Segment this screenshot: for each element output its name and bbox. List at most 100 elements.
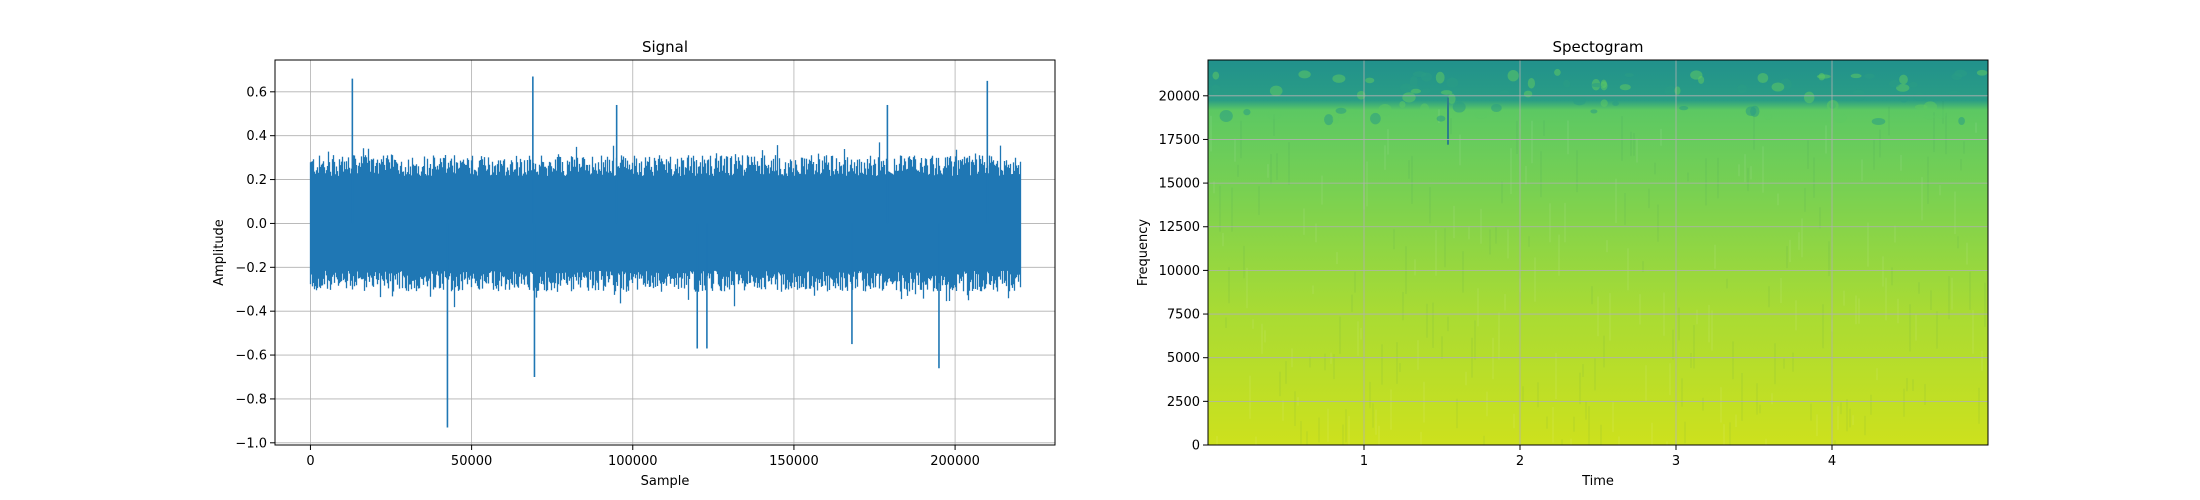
spectrogram-speckle [1888, 80, 1901, 88]
spectrogram-y-tick-label: 12500 [1159, 220, 1200, 235]
spectrogram-speckle [1936, 109, 1947, 119]
signal-x-tick-label: 50000 [451, 454, 492, 469]
spectrogram-x-tick-label: 1 [1360, 454, 1368, 469]
spectrogram-y-tick-label: 2500 [1167, 395, 1200, 410]
spectrogram-speckle [1976, 69, 1988, 76]
spectrogram-speckle [1474, 110, 1488, 119]
spectrogram-speckle [1590, 109, 1598, 114]
spectrogram-speckle [1212, 71, 1220, 80]
spectrogram-x-tick-label: 2 [1516, 454, 1524, 469]
spectrogram-image [1208, 60, 1988, 445]
spectrogram-speckle [1600, 79, 1607, 89]
signal-x-tick-label: 0 [306, 454, 314, 469]
spectrogram-y-tick-label: 5000 [1167, 351, 1200, 366]
spectrogram-speckle [1573, 97, 1586, 106]
spectrogram-speckle [1833, 113, 1847, 123]
spectrogram-speckle [1803, 91, 1815, 104]
spectrogram-speckle [1923, 101, 1938, 113]
spectrogram-y-tick-label: 10000 [1159, 264, 1200, 279]
spectrogram-y-tick-label: 7500 [1167, 308, 1200, 323]
spectrogram-speckle [1896, 84, 1910, 92]
signal-plot [309, 76, 1022, 428]
spectrogram-speckle [1913, 92, 1927, 101]
spectrogram-speckle [1899, 74, 1908, 85]
spectrogram-speckle [1421, 88, 1432, 94]
spectrogram-speckle [1346, 108, 1357, 114]
spectrogram-speckle [1409, 75, 1418, 88]
spectrogram-speckle [1324, 114, 1334, 126]
signal-y-ticks: −1.0 −0.8 −0.6 −0.4 −0.2 0.0 0.2 0.4 0.6 [235, 85, 275, 451]
spectrogram-speckle [1499, 89, 1510, 97]
spectrogram-speckle [1365, 77, 1375, 84]
spectrogram-speckle [1674, 86, 1681, 95]
spectrogram-speckle [1612, 101, 1619, 106]
spectrogram-speckle [1332, 114, 1339, 124]
spectrogram-x-ticks: 1 2 3 4 [1360, 445, 1836, 469]
spectrogram-speckle [1267, 109, 1282, 120]
spectrogram-speckle [1816, 74, 1831, 79]
spectrogram-light-streaks [1208, 109, 1983, 445]
signal-y-tick-label: 0.4 [246, 129, 267, 144]
spectrogram-speckle [1335, 107, 1347, 114]
signal-x-tick-label: 150000 [769, 454, 819, 469]
signal-x-ticks: 0 50000 100000 150000 200000 [306, 445, 980, 469]
signal-x-tick-label: 200000 [930, 454, 980, 469]
signal-y-tick-label: −0.2 [235, 261, 267, 276]
spectrogram-speckle [1447, 93, 1456, 104]
spectrogram-speckle [1664, 86, 1678, 97]
spectrogram-speckle [1446, 77, 1459, 88]
spectrogram-speckle [1899, 95, 1908, 103]
spectrogram-speckle [1908, 81, 1918, 88]
spectrogram-speckle [1269, 85, 1283, 97]
spectrogram-speckle [1400, 83, 1413, 93]
spectrogram-speckle [1243, 108, 1251, 116]
signal-y-tick-label: 0.6 [246, 85, 267, 100]
signal-title: Signal [642, 38, 688, 56]
signal-y-label: Amplitude [212, 219, 227, 286]
signal-x-label: Sample [641, 474, 690, 489]
spectrogram-speckle [1402, 92, 1416, 103]
spectrogram-speckle [1219, 110, 1233, 122]
spectrogram-speckle [1958, 116, 1965, 126]
signal-x-tick-label: 100000 [608, 454, 658, 469]
spectrogram-speckle [1554, 68, 1561, 76]
spectrogram-speckle [1378, 103, 1392, 116]
spectrogram-speckle [1332, 74, 1346, 83]
spectrogram-speckle [1211, 84, 1221, 94]
spectrogram-speckle [1600, 99, 1608, 108]
spectrogram-y-tick-label: 20000 [1159, 89, 1200, 104]
spectrogram-speckle [1399, 101, 1406, 109]
spectrogram-y-label: Frequency [1136, 219, 1151, 286]
spectrogram-speckle [1864, 73, 1875, 79]
spectrogram-speckle [1436, 115, 1446, 122]
spectrogram-y-tick-label: 17500 [1159, 133, 1200, 148]
spectrogram-speckle [1771, 82, 1785, 92]
spectrogram-speckle [1452, 101, 1466, 113]
spectrogram-speckle [1356, 90, 1366, 100]
spectrogram-speckle [1507, 70, 1519, 82]
signal-y-tick-label: −0.6 [235, 349, 267, 364]
signal-y-tick-label: −0.4 [235, 305, 267, 320]
spectrogram-speckle [1914, 104, 1928, 110]
spectrogram-speckle [1745, 106, 1757, 117]
spectrogram-speckle [1410, 88, 1422, 94]
spectrogram-speckle [1871, 118, 1886, 125]
signal-y-tick-label: 0.0 [246, 217, 267, 232]
spectrogram-speckle [1764, 113, 1773, 120]
signal-waveform [309, 142, 1022, 308]
spectrogram-speckle [1619, 84, 1631, 91]
spectrogram-speckle [1563, 79, 1571, 88]
spectrogram-heatmap [1208, 60, 1988, 445]
spectrogram-speckle [1523, 90, 1533, 98]
spectrogram-speckle [1298, 70, 1311, 79]
spectrogram-speckle [1923, 114, 1936, 120]
signal-axes-frame [274, 59, 1056, 446]
spectrogram-speckle [1690, 70, 1703, 80]
signal-y-tick-label: −1.0 [235, 436, 267, 451]
signal-y-tick-label: 0.2 [246, 173, 267, 188]
spectrogram-speckle [1737, 84, 1748, 94]
signal-y-tick-label: −0.8 [235, 392, 267, 407]
spectrogram-axes-frame [1207, 59, 1989, 446]
spectrogram-y-tick-label: 0 [1192, 439, 1200, 454]
